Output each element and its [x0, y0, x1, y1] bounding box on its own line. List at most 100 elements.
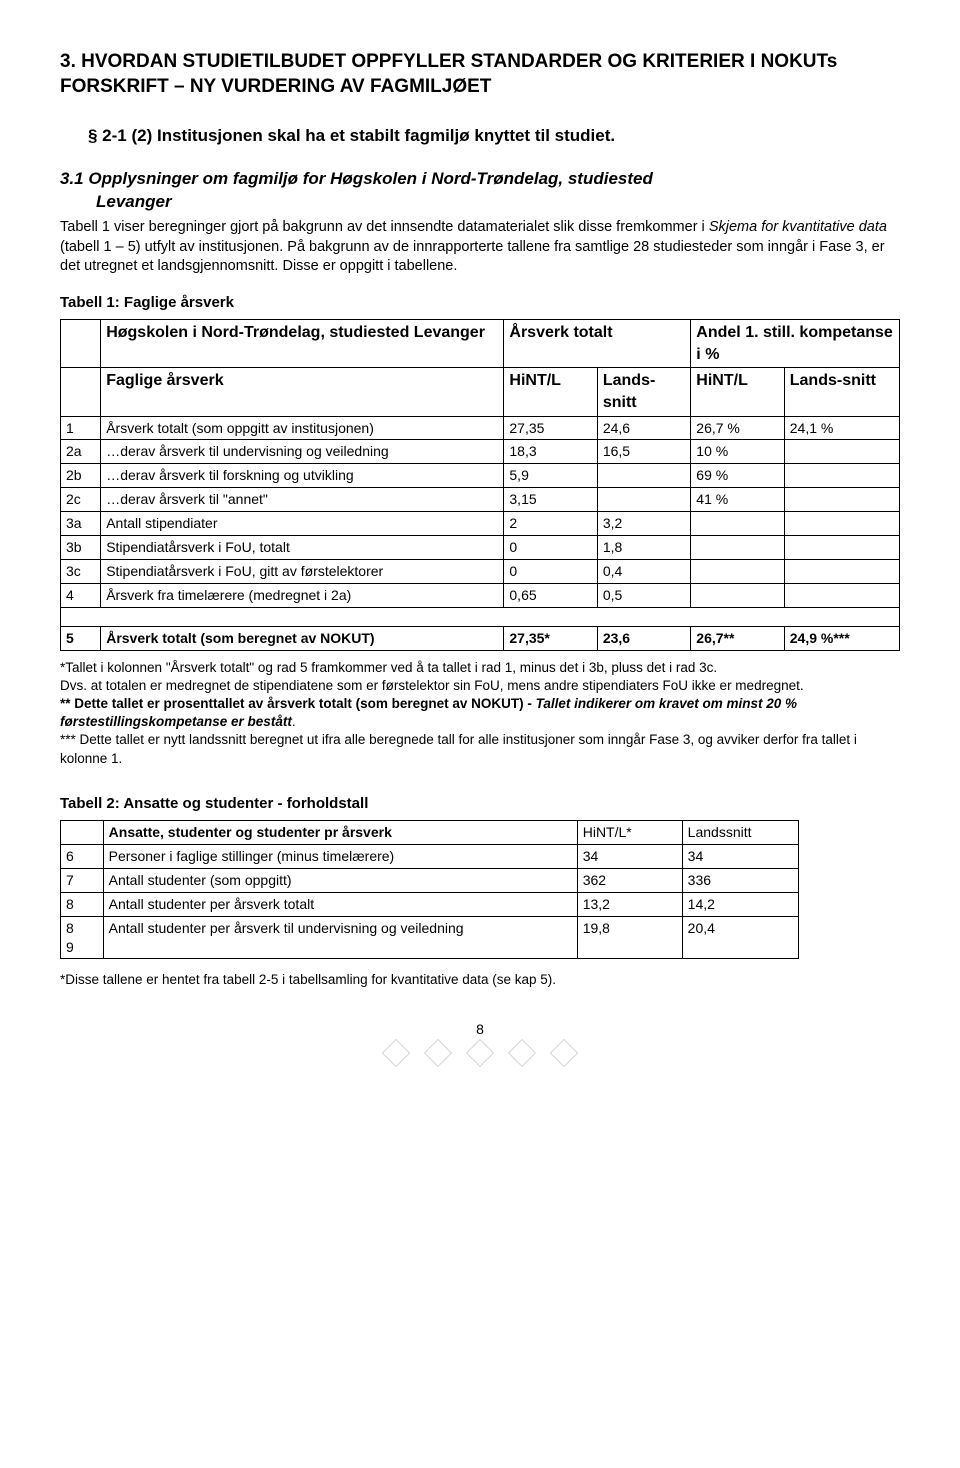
table-cell: 3a	[61, 512, 101, 536]
h3-line2: Levanger	[60, 191, 900, 214]
table-row: 3aAntall stipendiater23,2	[61, 512, 900, 536]
table-cell: 2	[504, 512, 597, 536]
table1-faglige-header: Faglige årsverk	[101, 368, 504, 416]
table-row: 6Personer i faglige stillinger (minus ti…	[61, 844, 799, 868]
table2-footnote: *Disse tallene er hentet fra tabell 2-5 …	[60, 971, 900, 989]
page-number: 8	[60, 1020, 900, 1039]
table-row: 2b…derav årsverk til forskning og utvikl…	[61, 464, 900, 488]
table-cell: 3,2	[597, 512, 690, 536]
table2-label-header: Ansatte, studenter og studenter pr årsve…	[103, 821, 577, 845]
table-cell: …derav årsverk til undervisning og veile…	[101, 440, 504, 464]
table-cell	[597, 464, 690, 488]
table2-land-header: Landssnitt	[682, 821, 799, 845]
blank-cell	[61, 320, 101, 368]
table-cell	[784, 583, 899, 607]
table-cell	[691, 583, 784, 607]
table-cell	[784, 535, 899, 559]
table-cell: 4	[61, 583, 101, 607]
table1-totalt-header: Årsverk totalt	[504, 320, 691, 368]
table-cell	[784, 464, 899, 488]
table-cell: 2a	[61, 440, 101, 464]
table-row: 8Antall studenter per årsverk totalt13,2…	[61, 892, 799, 916]
table1: Høgskolen i Nord-Trøndelag, studiested L…	[60, 319, 900, 650]
table-cell: 16,5	[597, 440, 690, 464]
footer-box-icon	[550, 1038, 578, 1066]
table-row: 89Antall studenter per årsverk til under…	[61, 916, 799, 959]
table-cell: 0,4	[597, 559, 690, 583]
table-cell	[691, 559, 784, 583]
footer-box-icon	[508, 1038, 536, 1066]
table-cell: 7	[61, 868, 104, 892]
table-cell: 26,7 %	[691, 416, 784, 440]
table-cell	[597, 488, 690, 512]
table1-sum-c4: 24,9 %***	[784, 626, 899, 650]
section-heading: 3. HVORDAN STUDIETILBUDET OPPFYLLER STAN…	[60, 50, 900, 99]
table1-hint2-header: HiNT/L	[691, 368, 784, 416]
table-cell: 34	[577, 844, 682, 868]
subsection-heading: § 2-1 (2) Institusjonen skal ha et stabi…	[60, 125, 900, 148]
table1-sum-c3: 26,7**	[691, 626, 784, 650]
table-cell: …derav årsverk til forskning og utviklin…	[101, 464, 504, 488]
table-cell: 3b	[61, 535, 101, 559]
table-row: 3cStipendiatårsverk i FoU, gitt av først…	[61, 559, 900, 583]
table-cell: Personer i faglige stillinger (minus tim…	[103, 844, 577, 868]
blank-cell	[61, 821, 104, 845]
table2-title: Tabell 2: Ansatte og studenter - forhold…	[60, 794, 900, 814]
table1-landssnitt2-header: Lands-snitt	[784, 368, 899, 416]
blank-cell	[61, 368, 101, 416]
table-cell: 8	[61, 892, 104, 916]
table-cell: 0	[504, 535, 597, 559]
table-row: 4Årsverk fra timelærere (medregnet i 2a)…	[61, 583, 900, 607]
fn2-a: ** Dette tallet er prosenttallet av årsv…	[60, 696, 536, 711]
footnote-star1: *Tallet i kolonnen "Årsverk totalt" og r…	[60, 659, 900, 677]
table-cell: 34	[682, 844, 799, 868]
table-cell: Antall stipendiater	[101, 512, 504, 536]
table-cell: 0,5	[597, 583, 690, 607]
table-cell: 20,4	[682, 916, 799, 959]
table-cell	[784, 440, 899, 464]
table-cell: Antall studenter (som oppgitt)	[103, 868, 577, 892]
footer-box-icon	[382, 1038, 410, 1066]
table-cell: …derav årsverk til "annet"	[101, 488, 504, 512]
footnote-star2: ** Dette tallet er prosenttallet av årsv…	[60, 695, 900, 731]
table-cell: Stipendiatårsverk i FoU, gitt av førstel…	[101, 559, 504, 583]
table-cell: 41 %	[691, 488, 784, 512]
table1-landssnitt-header: Lands-snitt	[597, 368, 690, 416]
table-row: 2a…derav årsverk til undervisning og vei…	[61, 440, 900, 464]
table1-hint-header: HiNT/L	[504, 368, 597, 416]
table1-andel-header: Andel 1. still. kompetanse i %	[691, 320, 900, 368]
table-cell: 2b	[61, 464, 101, 488]
table-cell: 69 %	[691, 464, 784, 488]
table-cell: 2c	[61, 488, 101, 512]
table2-hint-header: HiNT/L*	[577, 821, 682, 845]
table-cell: 5,9	[504, 464, 597, 488]
table-cell: Antall studenter per årsverk totalt	[103, 892, 577, 916]
table-cell: 27,35	[504, 416, 597, 440]
table-cell: 24,6	[597, 416, 690, 440]
table-cell: 10 %	[691, 440, 784, 464]
table-row: 7Antall studenter (som oppgitt)362336	[61, 868, 799, 892]
table-cell: Stipendiatårsverk i FoU, totalt	[101, 535, 504, 559]
table-cell: 6	[61, 844, 104, 868]
table-cell: 362	[577, 868, 682, 892]
intro-paragraph: Tabell 1 viser beregninger gjort på bakg…	[60, 218, 900, 277]
table1-title: Tabell 1: Faglige årsverk	[60, 293, 900, 313]
footnote-dvs: Dvs. at totalen er medregnet de stipendi…	[60, 677, 900, 695]
table-cell: 1	[61, 416, 101, 440]
table-cell: 18,3	[504, 440, 597, 464]
table1-institution-header: Høgskolen i Nord-Trøndelag, studiested L…	[101, 320, 504, 368]
table-row: 3bStipendiatårsverk i FoU, totalt01,8	[61, 535, 900, 559]
footer-box-icon	[424, 1038, 452, 1066]
table-cell: 336	[682, 868, 799, 892]
table2: Ansatte, studenter og studenter pr årsve…	[60, 820, 799, 959]
table-cell: Antall studenter per årsverk til undervi…	[103, 916, 577, 959]
table-cell	[691, 512, 784, 536]
table-cell: 3,15	[504, 488, 597, 512]
table-cell	[784, 488, 899, 512]
fn2-c: .	[292, 714, 296, 729]
footnote-star3: *** Dette tallet er nytt landssnitt bere…	[60, 731, 900, 767]
table-cell	[784, 512, 899, 536]
table1-footnotes: *Tallet i kolonnen "Årsverk totalt" og r…	[60, 659, 900, 768]
table-cell: 19,8	[577, 916, 682, 959]
h3-line1: 3.1 Opplysninger om fagmiljø for Høgskol…	[60, 169, 653, 188]
